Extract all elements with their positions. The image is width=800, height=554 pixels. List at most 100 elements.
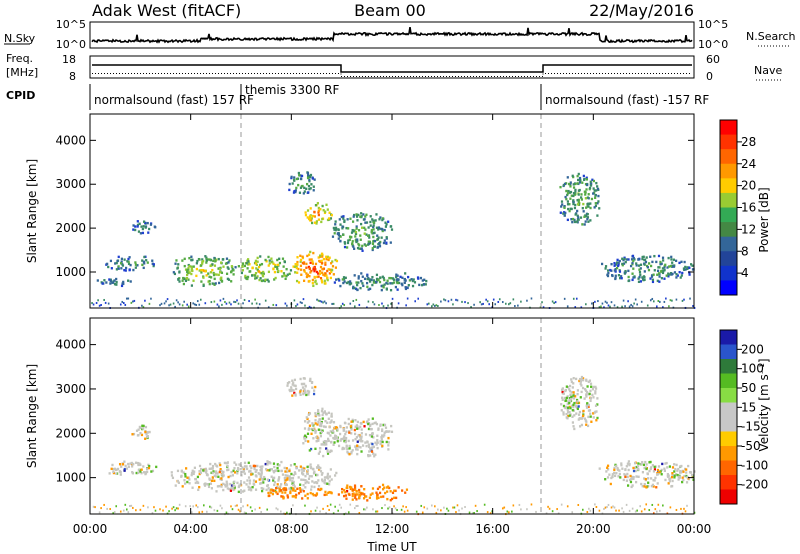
power-ground-scatter: [488, 303, 490, 306]
power-echo-cell-7: [339, 284, 342, 288]
vel-echo-cell-10: [660, 473, 663, 476]
vel-echo-cell-2: [198, 472, 201, 476]
power-echo-cell-10: [584, 193, 587, 196]
vel-echo-cell-6: [372, 452, 375, 455]
vel-echo-cell-3: [289, 491, 292, 495]
vel-echo-cell-7: [294, 393, 297, 396]
vel-echo-cell-7: [293, 378, 297, 382]
vel-echo-cell-10: [649, 460, 652, 464]
power-echo-cell-6: [327, 217, 331, 220]
vel-echo-cell-8: [568, 389, 572, 393]
vel-ground-scatter: [588, 507, 590, 510]
power-echo-cell-8: [343, 245, 347, 249]
vel-echo-cell-1: [144, 430, 147, 434]
vel-echo-cell-2: [247, 476, 251, 479]
power-echo-cell-6: [322, 209, 325, 212]
power-echo-cell-5: [300, 273, 303, 276]
power-echo-cell-0: [142, 260, 146, 263]
vel-echo-cell-0: [140, 468, 143, 471]
power-echo-cell-11: [680, 274, 683, 277]
vel-echo-cell-5: [386, 497, 389, 501]
power-echo-cell-3: [187, 278, 190, 281]
power-echo-cell-8: [369, 215, 372, 218]
vel-echo-cell-0: [148, 464, 151, 468]
power-echo-cell-10: [571, 174, 574, 178]
power-echo-cell-6: [330, 214, 333, 217]
vel-echo-cell-8: [571, 421, 575, 424]
power-echo-cell-9: [298, 191, 302, 194]
power-echo-cell-5: [312, 284, 315, 288]
power-echo-cell-11: [621, 263, 624, 267]
power-echo-cell-5: [331, 265, 335, 268]
vel-echo-cell-6: [357, 427, 360, 430]
power-ground-scatter: [127, 297, 130, 300]
power-ground-scatter: [286, 304, 288, 307]
vel-echo-cell-2: [232, 469, 235, 473]
vel-echo-cell-2: [233, 480, 236, 484]
vel-echo-cell-2: [272, 479, 275, 482]
power-echo-cell-9: [296, 177, 300, 180]
vel-echo-cell-6: [384, 430, 387, 434]
vel-echo-cell-8: [587, 405, 590, 409]
vel-echo-cell-10: [665, 461, 668, 465]
vel-echo-cell-2: [317, 479, 320, 482]
power-echo-cell-8: [351, 220, 355, 223]
vel-echo-cell-5: [382, 488, 385, 491]
vel-echo-cell-10: [650, 477, 653, 480]
vel-echo-cell-6: [386, 430, 390, 433]
power-ground-scatter: [585, 303, 587, 306]
power-ground-scatter: [551, 300, 554, 303]
vel-echo-cell-2: [328, 483, 331, 486]
vel-echo-cell-2: [263, 475, 266, 479]
power-echo-cell-6: [304, 213, 308, 217]
power-echo-cell-7: [403, 281, 406, 284]
vel-echo-cell-6: [376, 439, 379, 442]
power-echo-cell-11: [647, 268, 651, 272]
vel-echo-cell-10: [673, 470, 676, 473]
power-echo-cell-9: [293, 176, 296, 179]
power-echo-cell-10: [597, 194, 600, 198]
power-echo-cell-9: [297, 171, 300, 175]
power-ground-scatter: [655, 305, 658, 308]
power-echo-cell-10: [569, 207, 572, 211]
vel-ground-scatter: [276, 508, 279, 511]
vel-echo-cell-2: [265, 488, 268, 492]
vel-echo-cell-10: [682, 470, 685, 473]
power-echo-cell-7: [335, 278, 338, 281]
vel-echo-cell-10: [663, 469, 666, 473]
power-echo-cell-11: [688, 266, 691, 270]
vel-ground-scatter: [122, 509, 125, 512]
vel-echo-cell-4: [326, 450, 329, 453]
power-echo-cell-4: [243, 264, 247, 268]
vel-echo-cell-2: [199, 469, 202, 473]
power-ground-scatter: [175, 299, 178, 302]
x-tick-label-0: 00:00: [73, 522, 108, 536]
power-echo-cell-8: [357, 213, 360, 217]
vel-echo-cell-2: [260, 467, 263, 471]
vel-echo-cell-10: [685, 468, 688, 471]
power-echo-cell-5: [308, 267, 311, 270]
power-echo-cell-3: [225, 257, 229, 260]
vel-ground-scatter: [364, 508, 367, 511]
vel-echo-cell-10: [644, 460, 647, 464]
power-echo-cell-8: [382, 241, 386, 245]
vel-echo-cell-5: [343, 494, 346, 498]
vel-echo-cell-3: [286, 496, 290, 499]
power-echo-cell-7: [407, 283, 410, 287]
vel-echo-cell-8: [596, 403, 599, 406]
vel-echo-cell-6: [360, 435, 363, 438]
power-ground-scatter: [610, 301, 613, 304]
vel-echo-cell-8: [580, 375, 584, 379]
power-echo-cell-0: [121, 264, 125, 267]
vel-ytick-label-2: 3000: [55, 382, 86, 396]
power-ground-scatter: [284, 302, 287, 305]
vel-echo-cell-2: [313, 485, 316, 489]
vel-echo-cell-2: [232, 487, 235, 490]
power-echo-cell-10: [559, 185, 562, 189]
vel-echo-cell-4: [316, 423, 319, 426]
vel-echo-cell-6: [354, 445, 357, 448]
vel-ground-scatter: [684, 510, 687, 513]
power-echo-cell-8: [343, 241, 346, 244]
power-echo-cell-11: [658, 275, 661, 278]
